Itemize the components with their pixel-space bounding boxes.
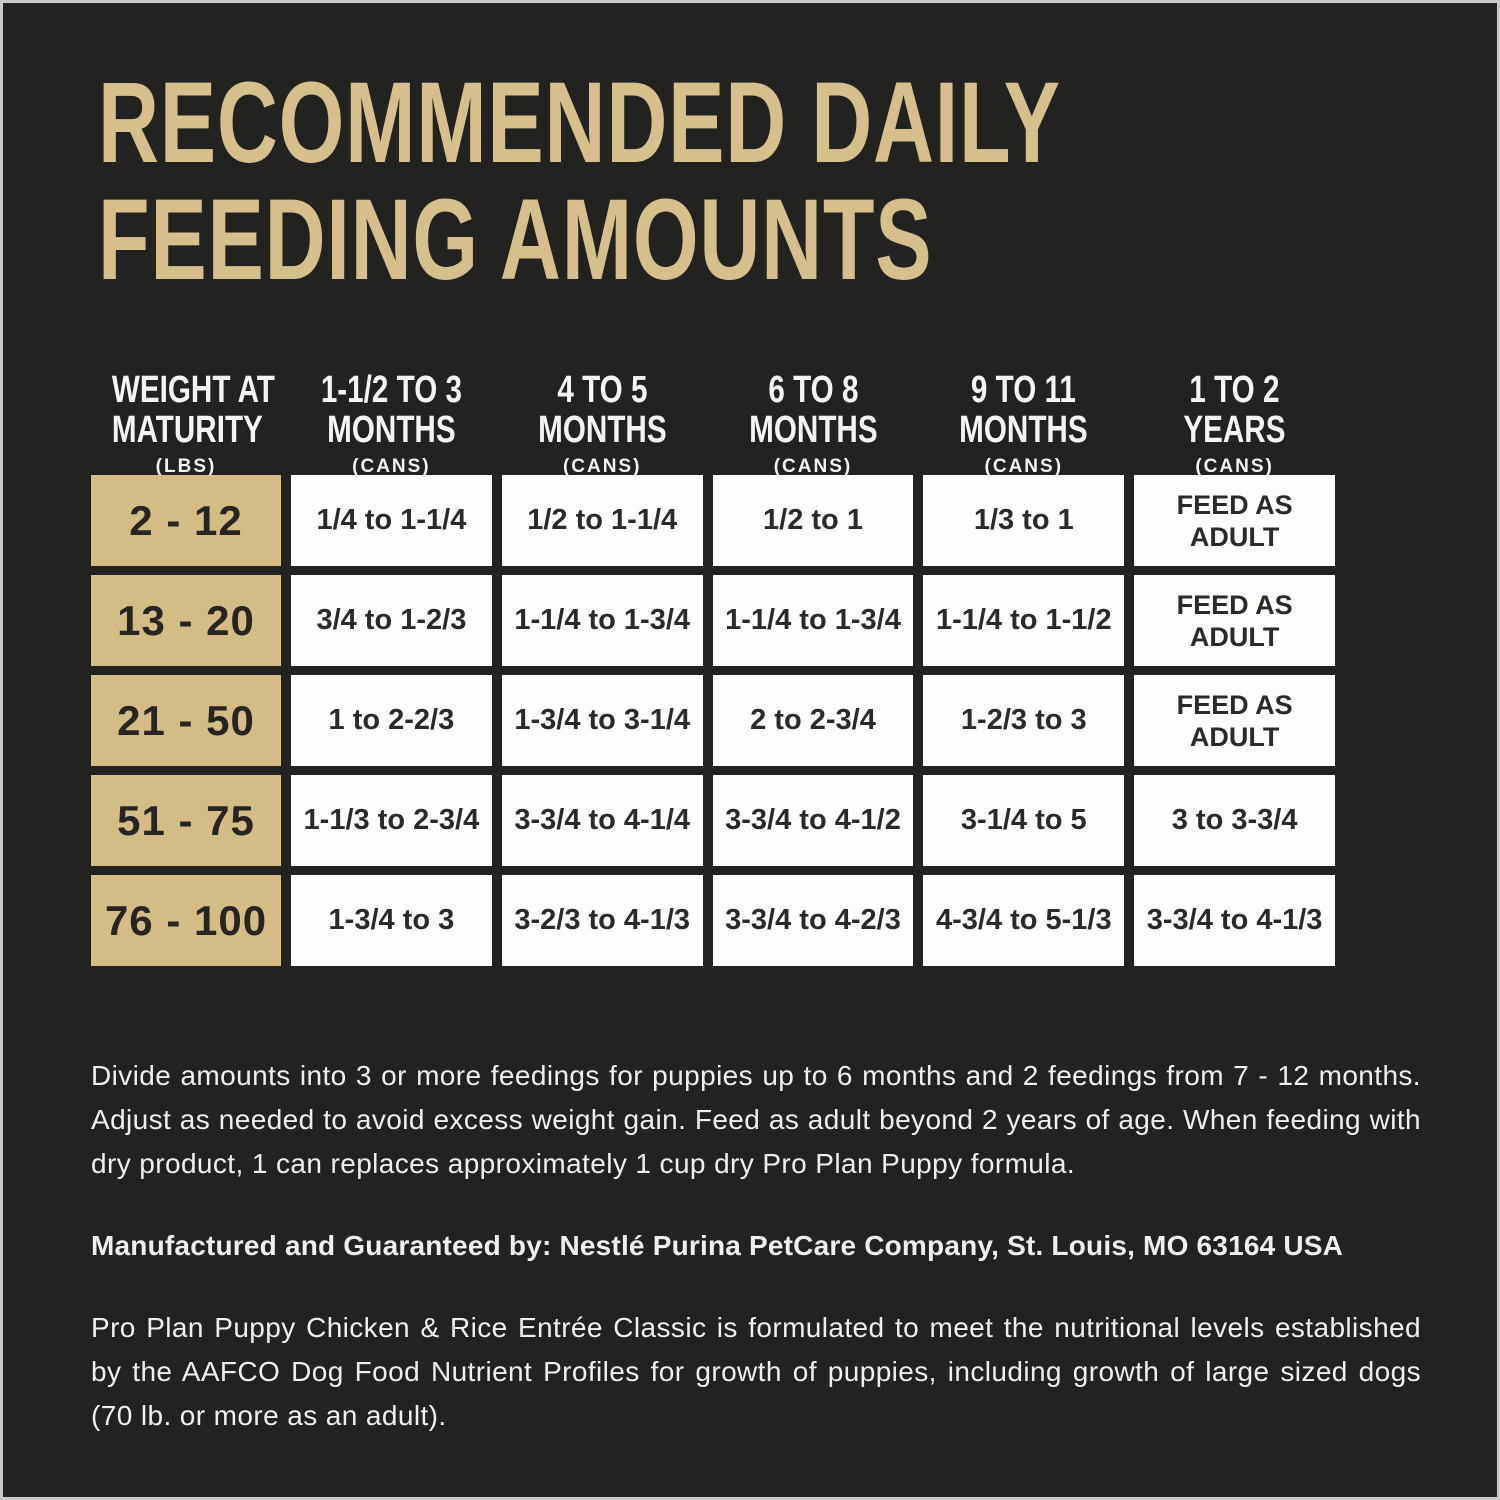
table-cell: 1-1/4 to 1-3/4 [712,575,914,666]
weight-cell: 51 - 75 [91,775,281,866]
column-header-weight-label: WEIGHT AT MATURITY [111,369,275,451]
table-cell: 3-1/4 to 5 [923,775,1125,866]
column-header-1half-3-months-label: 1-1/2 TO 3 MONTHS [320,369,462,451]
column-header-6-8-months-unit: (CANS) [773,456,853,477]
column-header-9-11-months-label: 9 TO 11 MONTHS [959,369,1088,451]
feeding-table: WEIGHT AT MATURITY (LBS) 1-1/2 TO 3 MONTHS… [91,368,1335,966]
table-cell: 3-3/4 to 4-2/3 [712,875,914,966]
table-cell: 1-1/4 to 1-1/2 [923,575,1125,666]
table-cell: 3-3/4 to 4-1/2 [712,775,914,866]
title-line-1: RECOMMENDED DAILY [98,59,1061,187]
table-cell: 1-1/3 to 2-3/4 [291,775,492,866]
table-cell: 1/3 to 1 [923,475,1125,566]
table-cell: 1-2/3 to 3 [923,675,1125,766]
weight-cell: 76 - 100 [91,875,281,966]
column-header-1half-3-months-unit: (CANS) [352,456,431,477]
table-cell: 1-3/4 to 3 [291,875,492,966]
weight-cell: 2 - 12 [91,475,281,566]
table-cell: 3-2/3 to 4-1/3 [501,875,703,966]
table-cell: 1-1/4 to 1-3/4 [501,575,703,666]
table-cell: 1/2 to 1-1/4 [501,475,703,566]
table-cell: 3-3/4 to 4-1/4 [501,775,703,866]
table-cell: 3/4 to 1-2/3 [291,575,492,666]
title-line-2: FEEDING AMOUNTS [98,176,933,304]
column-header-1-2-years-unit: (CANS) [1195,456,1274,477]
footnotes: Divide amounts into 3 or more feedings f… [91,1054,1421,1438]
column-header-4-5-months-unit: (CANS) [562,456,642,477]
column-header-weight: WEIGHT AT MATURITY (LBS) [91,368,281,477]
column-header-weight-unit: (LBS) [155,456,217,477]
column-header-4-5-months-label: 4 TO 5 MONTHS [537,369,667,451]
table-cell: 1/4 to 1-1/4 [291,475,492,566]
table-cell: 1/2 to 1 [712,475,914,566]
table-cell: 2 to 2-3/4 [712,675,914,766]
table-cell-feed-as-adult: FEED AS ADULT [1134,675,1335,766]
weight-cell: 21 - 50 [91,675,281,766]
column-header-1half-3-months: 1-1/2 TO 3 MONTHS (CANS) [291,368,492,477]
feeding-instructions-text: Divide amounts into 3 or more feedings f… [91,1060,1421,1179]
column-header-4-5-months: 4 TO 5 MONTHS (CANS) [502,368,703,477]
table-cell: 1-3/4 to 3-1/4 [501,675,703,766]
table-cell: 4-3/4 to 5-1/3 [923,875,1125,966]
aafco-statement-text: Pro Plan Puppy Chicken & Rice Entrée Cla… [91,1312,1421,1431]
table-cell-feed-as-adult: FEED AS ADULT [1134,475,1335,566]
table-cell: 1 to 2-2/3 [291,675,492,766]
table-cell: 3-3/4 to 4-1/3 [1134,875,1335,966]
table-cell-feed-as-adult: FEED AS ADULT [1134,575,1335,666]
column-header-6-8-months-label: 6 TO 8 MONTHS [748,369,878,451]
weight-cell: 13 - 20 [91,575,281,666]
column-header-1-2-years-label: 1 TO 2 YEARS [1183,369,1286,451]
table-cell: 3 to 3-3/4 [1134,775,1335,866]
column-header-9-11-months: 9 TO 11 MONTHS (CANS) [923,368,1124,477]
manufacturer-text: Manufactured and Guaranteed by: Nestlé P… [91,1230,1344,1261]
column-header-6-8-months: 6 TO 8 MONTHS (CANS) [713,368,914,477]
page-title: RECOMMENDED DAILY FEEDING AMOUNTS [98,65,1408,299]
column-header-9-11-months-unit: (CANS) [984,456,1064,477]
column-header-1-2-years: 1 TO 2 YEARS (CANS) [1134,368,1335,477]
